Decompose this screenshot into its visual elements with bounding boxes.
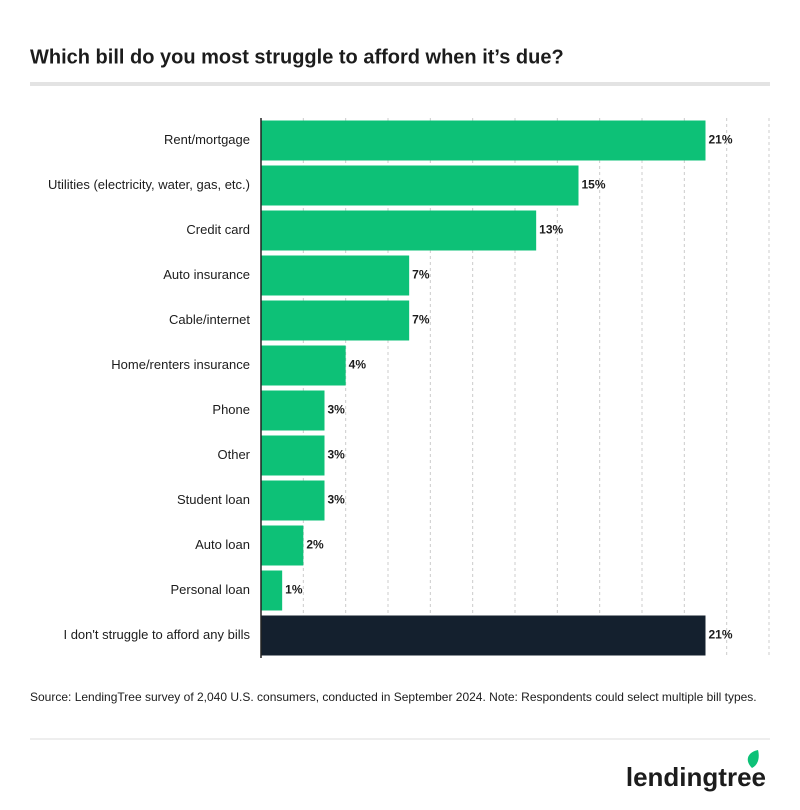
title-rule bbox=[30, 82, 770, 86]
value-label: 7% bbox=[412, 313, 430, 327]
y-tick-label: Home/renters insurance bbox=[111, 357, 250, 372]
bar bbox=[261, 210, 537, 251]
bar bbox=[261, 615, 706, 656]
bar bbox=[261, 255, 410, 296]
value-label: 13% bbox=[539, 223, 563, 237]
brand-leaf bbox=[747, 750, 759, 768]
bar bbox=[261, 165, 579, 206]
y-tick-label: Auto loan bbox=[195, 537, 250, 552]
y-tick-label: Credit card bbox=[186, 222, 250, 237]
value-label: 3% bbox=[328, 403, 346, 417]
source-note: Source: LendingTree survey of 2,040 U.S.… bbox=[30, 690, 757, 704]
y-tick-label: Rent/mortgage bbox=[164, 132, 250, 147]
bar bbox=[261, 480, 325, 521]
bar bbox=[261, 120, 706, 161]
value-label: 3% bbox=[328, 493, 346, 507]
value-label: 21% bbox=[709, 628, 733, 642]
brand-logo: lendingtree bbox=[626, 762, 766, 792]
bar bbox=[261, 570, 283, 611]
value-label: 3% bbox=[328, 448, 346, 462]
y-tick-label: Auto insurance bbox=[163, 267, 250, 282]
chart-title: Which bill do you most struggle to affor… bbox=[30, 46, 564, 68]
value-label: 1% bbox=[285, 583, 303, 597]
bar bbox=[261, 300, 410, 341]
bar bbox=[261, 435, 325, 476]
plot: Rent/mortgage 21% Utilities (electricity, … bbox=[48, 118, 770, 658]
value-label: 21% bbox=[709, 133, 733, 147]
value-label: 2% bbox=[306, 538, 324, 552]
value-label: 7% bbox=[412, 268, 430, 282]
bar bbox=[261, 525, 304, 566]
y-tick-label: Personal loan bbox=[171, 582, 251, 597]
bar bbox=[261, 390, 325, 431]
y-tick-label: Phone bbox=[212, 402, 250, 417]
y-tick-label: Other bbox=[217, 447, 250, 462]
y-tick-label: I don't struggle to afford any bills bbox=[63, 627, 250, 642]
bar bbox=[261, 345, 346, 386]
y-tick-label: Cable/internet bbox=[169, 312, 250, 327]
value-label: 15% bbox=[582, 178, 606, 192]
y-tick-label: Utilities (electricity, water, gas, etc.… bbox=[48, 177, 250, 192]
y-tick-label: Student loan bbox=[177, 492, 250, 507]
value-label: 4% bbox=[349, 358, 367, 372]
